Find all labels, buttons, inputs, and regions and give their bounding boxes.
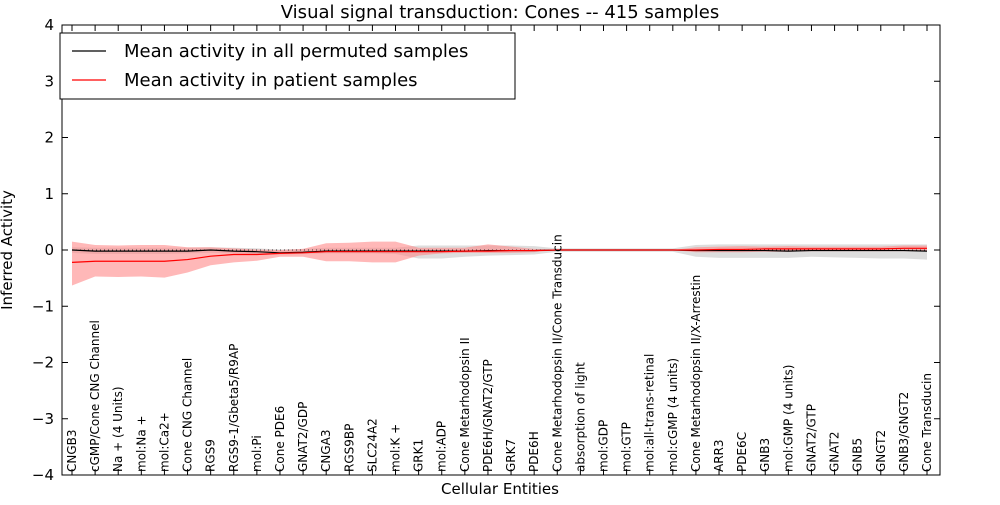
x-tick-label: GNGT2 bbox=[874, 430, 888, 472]
x-tick-label: Cone Transducin bbox=[920, 373, 934, 472]
x-tick-label: RGS9BP bbox=[342, 424, 356, 472]
x-tick-label: mol:cGMP (4 units) bbox=[666, 358, 680, 472]
x-tick-label: Cone Metarhodopsin II/X-Arrestin bbox=[689, 275, 703, 472]
y-tick-label: 3 bbox=[44, 72, 54, 90]
y-tick-label: −2 bbox=[32, 354, 54, 372]
x-tick-label: mol:ADP bbox=[435, 421, 449, 472]
x-tick-label: GNAT2/GTP bbox=[804, 404, 818, 472]
x-tick-label: CNGA3 bbox=[319, 430, 333, 473]
x-tick-label: PDE6H bbox=[527, 431, 541, 472]
x-tick-label: Cone Metarhodopsin II bbox=[458, 337, 472, 472]
x-tick-label: RGS9 bbox=[204, 439, 218, 472]
y-tick-label: −3 bbox=[32, 410, 54, 428]
y-axis-label: Inferred Activity bbox=[0, 190, 16, 310]
x-tick-label: PDE6H/GNAT2/GTP bbox=[481, 359, 495, 472]
y-tick-label: 1 bbox=[44, 185, 54, 203]
x-tick-label: Cone CNG Channel bbox=[181, 358, 195, 472]
x-tick-label: GRK1 bbox=[412, 439, 426, 472]
x-tick-label: CNGB3 bbox=[65, 429, 79, 472]
series-2-line bbox=[71, 247, 927, 263]
chart-title: Visual signal transduction: Cones -- 415… bbox=[281, 2, 719, 23]
series-2-band bbox=[72, 241, 927, 286]
plot-area: 4 3 2 1 0 −1 −2 −3 −4 CNGB3 cGMP/Cone CNG Channel N… bbox=[32, 16, 941, 484]
y-tick-label: 4 bbox=[44, 16, 54, 34]
x-tick-label: GNB3 bbox=[758, 438, 772, 472]
x-tick-label: mol:K + bbox=[389, 424, 403, 472]
y-tick-label: −1 bbox=[32, 297, 54, 315]
legend-box bbox=[59, 32, 516, 100]
x-tick-label: mol:Na + bbox=[134, 415, 148, 472]
x-tick-label: Cone PDE6 bbox=[273, 406, 287, 472]
legend-entry: Mean activity in all permuted samples bbox=[124, 41, 468, 62]
y-tick-label: 2 bbox=[44, 129, 54, 147]
legend: Mean activity in all permuted samples Mea… bbox=[59, 32, 516, 100]
x-tick-label: ARR3 bbox=[712, 439, 726, 472]
y-tick-label: 0 bbox=[44, 241, 54, 259]
x-tick-label: mol:all-trans-retinal bbox=[643, 354, 657, 472]
x-tick-label: SLC24A2 bbox=[365, 418, 379, 472]
x-tick-label: cGMP/Cone CNG Channel bbox=[88, 320, 102, 472]
y-tick-label: −4 bbox=[32, 466, 54, 484]
x-tick-label: absorption of light bbox=[573, 362, 587, 472]
x-tick-label: GNAT2 bbox=[828, 431, 842, 472]
x-tick-label: GRK7 bbox=[504, 439, 518, 472]
x-tick-label: mol:Pi bbox=[250, 435, 264, 472]
x-tick-label: GNAT2/GDP bbox=[296, 402, 310, 472]
x-tick-label: Cone Metarhodopsin II/Cone Transducin bbox=[550, 234, 564, 472]
x-tick-label: Na + (4 Units) bbox=[111, 386, 125, 472]
legend-entry: Mean activity in patient samples bbox=[124, 70, 418, 91]
x-tick-label: mol:GTP bbox=[620, 422, 634, 472]
x-tick-label: GNB3/GNGT2 bbox=[897, 392, 911, 472]
x-tick-label: RGS9-1/Gbeta5/R9AP bbox=[227, 344, 241, 472]
x-tick-label: GNB5 bbox=[851, 438, 865, 472]
x-tick-label: PDE6C bbox=[735, 432, 749, 472]
x-tick-label: mol:Ca2+ bbox=[157, 412, 171, 472]
x-tick-label: mol:GMP (4 units) bbox=[781, 365, 795, 472]
x-tick-label: mol:GDP bbox=[596, 420, 610, 472]
x-axis-label: Cellular Entities bbox=[441, 480, 559, 498]
